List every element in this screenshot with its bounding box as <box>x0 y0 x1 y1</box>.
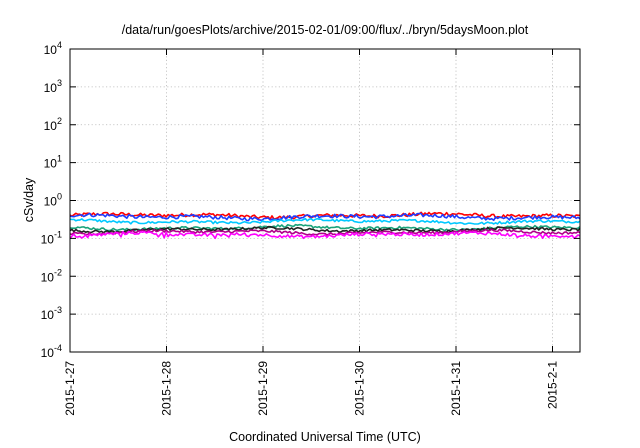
y-axis-label: cSv/day <box>22 177 36 222</box>
x-tick-label: 2015-1-30 <box>353 361 367 416</box>
y-tick-label: 10-4 <box>41 343 62 360</box>
grid <box>70 49 580 352</box>
series-lines <box>69 211 581 240</box>
axis-ticks: 10-4 10-3 10-2 10-1 100 101 102 103 104 2015-1-27… <box>41 40 580 416</box>
chart-title: /data/run/goesPlots/archive/2015-02-01/0… <box>122 23 529 37</box>
series-line <box>69 223 581 232</box>
x-tick-label: 2015-1-31 <box>449 361 463 416</box>
series-line <box>69 228 581 236</box>
series-line <box>69 230 581 240</box>
y-tick-label: 102 <box>44 116 62 133</box>
x-tick-label: 2015-1-28 <box>160 361 174 416</box>
y-tick-label: 101 <box>44 154 62 171</box>
x-tick-label: 2015-1-29 <box>256 361 270 416</box>
series-line <box>69 212 581 222</box>
series-line <box>69 217 581 225</box>
x-tick-label: 2015-2-1 <box>546 361 560 409</box>
y-tick-label: 104 <box>44 40 62 57</box>
y-tick-label: 10-3 <box>41 305 62 322</box>
x-tick-label: 2015-1-27 <box>63 361 77 416</box>
y-tick-label: 10-2 <box>41 267 62 284</box>
y-tick-label: 103 <box>44 78 62 95</box>
y-tick-label: 100 <box>44 192 62 209</box>
y-tick-label: 10-1 <box>41 229 62 246</box>
x-axis-label: Coordinated Universal Time (UTC) <box>229 430 421 444</box>
